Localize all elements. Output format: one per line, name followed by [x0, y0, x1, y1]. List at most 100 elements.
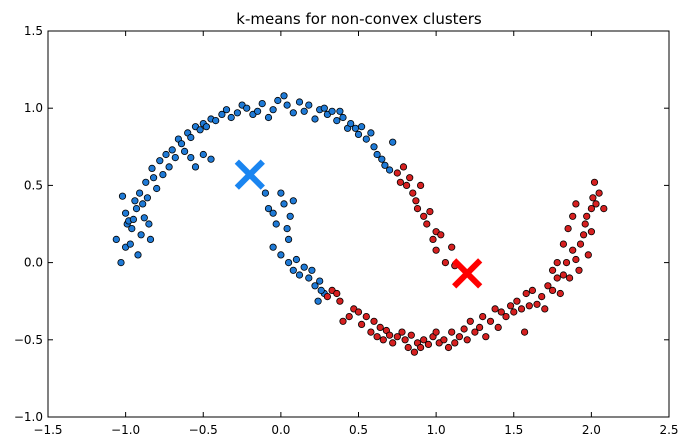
cluster-blue-point — [129, 215, 137, 223]
centroid-blue-marker — [234, 159, 265, 190]
cluster-red-point — [584, 251, 592, 259]
cluster-red-point — [432, 328, 440, 336]
y-tick-label: −0.5 — [14, 333, 43, 347]
axes: −1.5 −1.0 −0.5 0.0 0.5 1.0 1.5 2.0 2.5−1.0−0.50.… — [14, 24, 679, 437]
cluster-red-point — [494, 323, 502, 331]
cluster-blue-point — [126, 240, 134, 248]
cluster-red-point — [370, 317, 378, 325]
cluster-red-point — [362, 312, 370, 321]
cluster-red-point — [441, 258, 449, 267]
cluster-blue-point — [159, 171, 167, 179]
cluster-blue-point — [283, 225, 291, 233]
cluster-red-point — [333, 289, 341, 298]
cluster-red-point — [569, 212, 577, 220]
cluster-red-point — [407, 331, 415, 339]
cluster-red-point — [502, 312, 510, 321]
cluster-red-point — [420, 336, 428, 344]
cluster-blue-point — [269, 106, 277, 114]
cluster-blue-point — [277, 189, 285, 197]
cluster-blue-point — [196, 126, 204, 134]
cluster-red-point — [600, 205, 608, 213]
cluster-red-point — [426, 208, 434, 216]
cluster-blue-point — [171, 154, 179, 162]
y-tick-label: 1.5 — [24, 24, 43, 38]
cluster-red-point — [455, 333, 463, 341]
cluster-red-point — [444, 343, 453, 352]
cluster-blue-point — [264, 113, 273, 122]
cluster-blue-point — [283, 101, 291, 109]
cluster-red-point — [402, 181, 411, 189]
cluster-red-point — [413, 205, 422, 213]
cluster-blue-point — [286, 212, 294, 220]
cluster-blue-point — [381, 161, 389, 169]
cluster-blue-point — [367, 129, 375, 137]
cluster-red-point — [522, 289, 530, 298]
cluster-red-point — [373, 333, 381, 341]
cluster-blue-point — [143, 194, 151, 202]
cluster-red-point — [412, 197, 420, 205]
cluster-blue-point — [300, 263, 308, 271]
cluster-red-point — [423, 220, 431, 228]
cluster-red-point — [424, 340, 432, 348]
cluster-red-point — [510, 308, 518, 316]
cluster-blue-point — [132, 205, 141, 213]
cluster-blue-point — [284, 258, 293, 267]
cluster-red-point — [404, 343, 412, 352]
cluster-blue-point — [177, 140, 186, 148]
y-tick-label: 0.0 — [24, 256, 43, 270]
cluster-red-point — [486, 317, 495, 325]
cluster-blue-point — [233, 109, 241, 117]
cluster-blue-point — [280, 92, 288, 100]
cluster-blue-point — [333, 117, 341, 125]
cluster-blue-point — [207, 155, 215, 163]
cluster-red-point — [572, 200, 580, 208]
cluster-blue-point — [295, 98, 304, 106]
cluster-blue-point — [146, 235, 155, 243]
cluster-blue-point — [385, 166, 394, 174]
cluster-red-point — [517, 305, 526, 313]
cluster-blue-point — [389, 138, 397, 146]
cluster-red-point — [595, 189, 603, 197]
cluster-blue-point — [150, 174, 158, 182]
cluster-red-point — [497, 308, 505, 316]
cluster-blue-point — [351, 124, 359, 132]
cluster-red-point — [482, 333, 490, 341]
cluster-red-point — [576, 240, 585, 248]
cluster-blue-point — [336, 107, 344, 115]
cluster-blue-point — [328, 107, 336, 115]
cluster-red-point — [393, 333, 401, 341]
cluster-blue-point — [153, 184, 161, 193]
cluster-red-point — [520, 328, 529, 336]
cluster-red-point — [579, 231, 588, 239]
cluster-blue-point — [289, 109, 297, 117]
cluster-blue-point — [311, 115, 319, 123]
x-tick-label: 1.5 — [504, 423, 523, 437]
cluster-blue-point — [378, 155, 386, 163]
cluster-blue-point — [258, 100, 266, 108]
cluster-blue-point — [122, 209, 130, 217]
cluster-blue-point — [136, 189, 144, 197]
cluster-blue-point — [308, 266, 316, 274]
cluster-red-point — [541, 305, 549, 313]
cluster-red-point — [354, 308, 363, 316]
cluster-blue-point — [284, 235, 293, 243]
cluster-red-point — [548, 266, 557, 274]
cluster-blue-point — [362, 135, 370, 143]
cluster-red-point — [416, 181, 425, 189]
cluster-blue-point — [118, 192, 127, 200]
cluster-blue-point — [227, 113, 235, 122]
cluster-red-point — [393, 169, 401, 177]
cluster-blue-point — [357, 123, 366, 131]
cluster-blue-point — [320, 104, 328, 112]
cluster-blue-point — [199, 150, 207, 159]
cluster-blue-point — [187, 133, 195, 142]
x-tick-label: 2.5 — [659, 423, 678, 437]
cluster-red-point — [396, 178, 404, 186]
cluster-blue-point — [295, 271, 304, 279]
cluster-red-point — [564, 225, 572, 233]
cluster-blue-point — [305, 101, 313, 109]
y-tick-label: 1.0 — [24, 101, 43, 115]
cluster-blue-point — [347, 120, 355, 128]
cluster-blue-point — [272, 220, 280, 228]
cluster-blue-point — [142, 178, 150, 186]
